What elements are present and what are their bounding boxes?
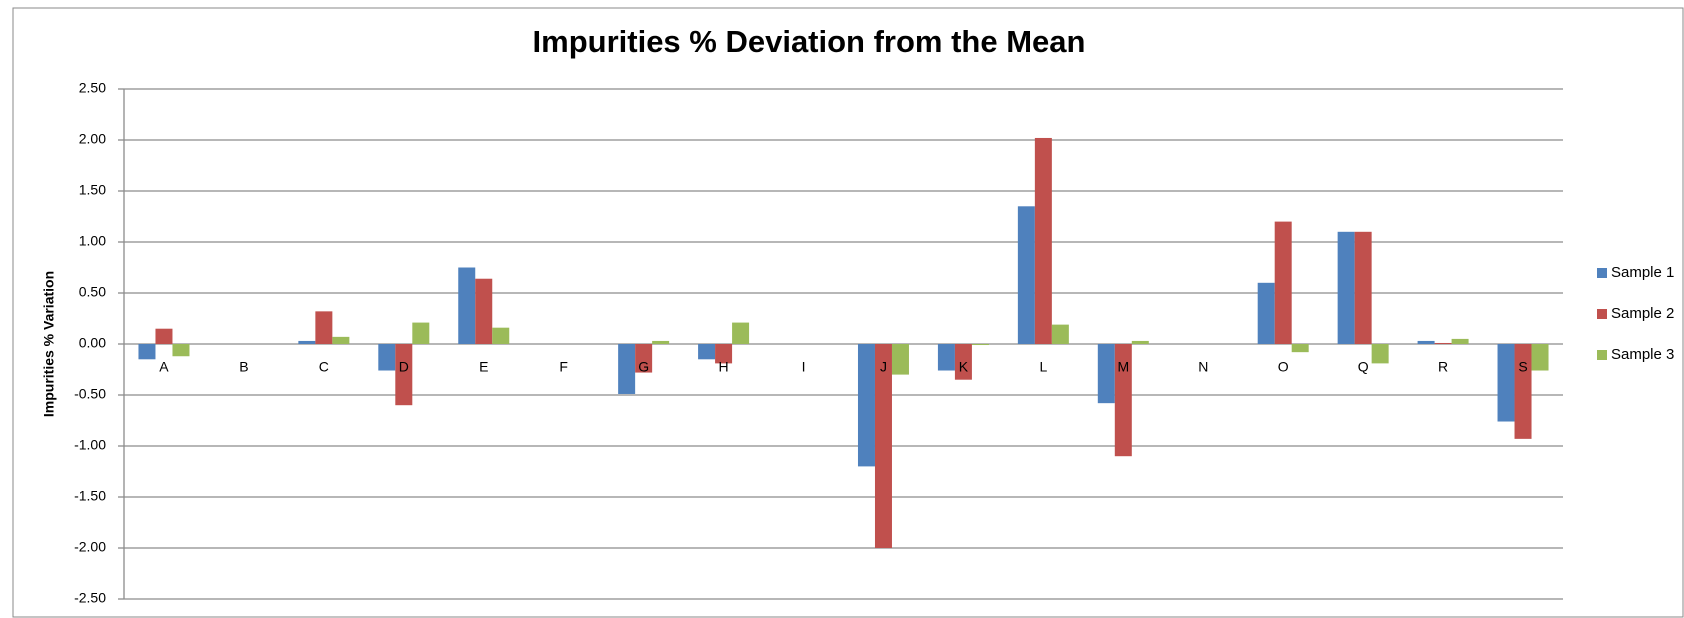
y-tick-label: 0.50 [79,284,106,300]
x-tick-label: I [802,359,806,375]
bar [1017,206,1035,344]
y-tick-label: -0.50 [74,386,106,402]
x-tick-label: C [319,359,329,375]
bar [971,344,989,346]
y-tick-label: 0.00 [79,335,106,351]
bar [378,344,396,371]
y-axis-title: Impurities % Variation [41,271,57,417]
legend-label: Sample 2 [1611,305,1674,322]
legend-label: Sample 3 [1611,346,1674,363]
y-tick-label: 2.00 [79,131,106,147]
bar [1274,221,1292,344]
x-tick-label: R [1438,359,1448,375]
bar [698,344,716,360]
bar [891,344,909,375]
bar [332,336,350,344]
bar [395,344,413,406]
bar [635,344,653,373]
x-tick-label: L [1039,359,1047,375]
bar [1531,344,1549,371]
y-tick-label: -2.50 [74,590,106,606]
legend-swatch [1597,309,1607,319]
legend-swatch [1597,350,1607,360]
bar [1417,340,1435,344]
bar [1114,344,1132,457]
bar [1051,324,1069,344]
bar [954,344,972,380]
bar [172,344,190,357]
bar [1354,231,1372,344]
x-tick-label: H [719,359,729,375]
bar [1371,344,1389,364]
bar [1497,344,1515,422]
bar [618,344,636,394]
bar [1131,340,1149,344]
chart-title: Impurities % Deviation from the Mean [533,24,1086,59]
bar [1514,344,1532,439]
y-tick-label: 1.50 [79,182,106,198]
x-tick-label: O [1278,359,1289,375]
bar [1451,338,1469,344]
x-tick-label: B [239,359,248,375]
x-tick-label: F [559,359,568,375]
bar [1097,344,1115,404]
bar [492,327,510,344]
bar [315,311,333,344]
bar [1291,344,1309,353]
x-tick-label: N [1198,359,1208,375]
x-tick-label: K [959,359,969,375]
bar [475,278,493,344]
bar [1257,282,1275,344]
x-tick-label: D [399,359,409,375]
bar [857,344,875,467]
y-tick-label: -2.00 [74,539,106,555]
bar [138,344,156,360]
x-tick-label: E [479,359,488,375]
bar [732,322,750,344]
bar [155,328,173,344]
x-tick-label: G [638,359,649,375]
legend-label: Sample 1 [1611,264,1674,281]
bar [1034,137,1052,344]
bar [715,344,733,364]
x-tick-label: J [880,359,887,375]
bar [874,344,892,548]
x-tick-label: Q [1358,359,1369,375]
bar [652,340,670,344]
bar [458,267,476,344]
bar [937,344,955,371]
y-tick-label: -1.50 [74,488,106,504]
y-tick-label: -1.00 [74,437,106,453]
y-tick-label: 2.50 [79,80,106,96]
x-tick-label: S [1518,359,1527,375]
bar [412,322,430,344]
bar [1434,342,1452,344]
x-tick-label: M [1117,359,1129,375]
bar [1337,231,1355,344]
bar [298,340,316,344]
x-tick-label: A [159,359,169,375]
legend-swatch [1597,268,1607,278]
chart-frame [12,7,1684,618]
y-tick-label: 1.00 [79,233,106,249]
